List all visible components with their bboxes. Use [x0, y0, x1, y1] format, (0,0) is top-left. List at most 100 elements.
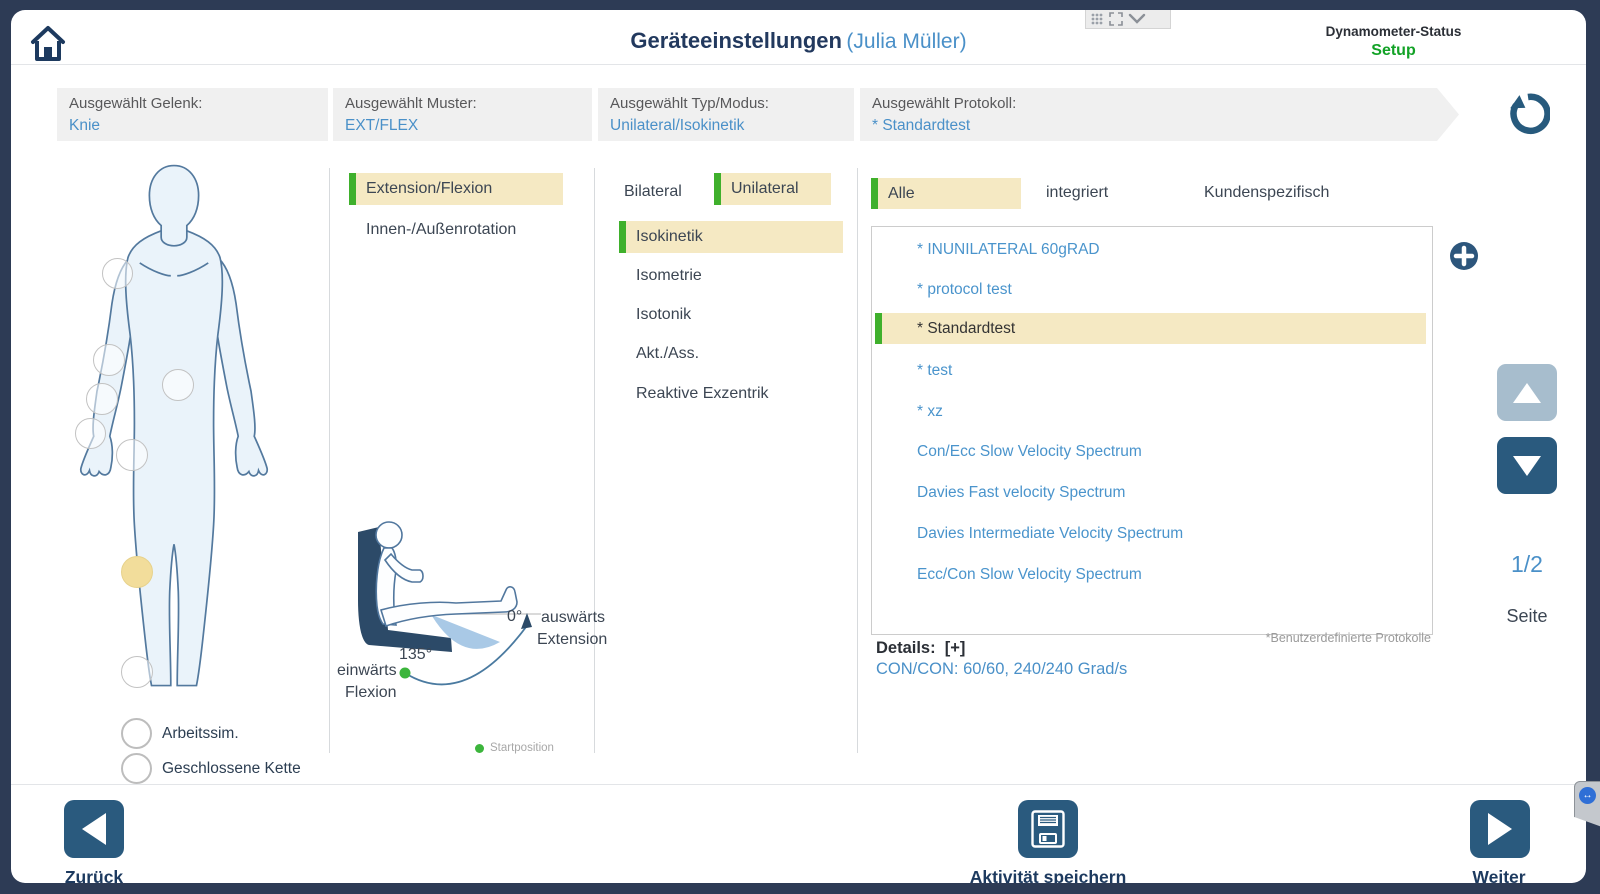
status-value: Setup — [1371, 42, 1416, 59]
protocol-item[interactable]: Davies Fast velocity Spectrum — [917, 484, 1126, 501]
protocol-item[interactable]: * xz — [917, 403, 943, 420]
arrow-up-icon — [1513, 382, 1541, 403]
footer-divider — [11, 784, 1586, 785]
startposition-legend: Startposition — [475, 742, 554, 754]
joint-elbow[interactable] — [93, 344, 125, 376]
protocol-item[interactable]: Ecc/Con Slow Velocity Spectrum — [917, 566, 1142, 583]
back-button-label: Zurück — [64, 867, 124, 883]
protocol-tab-integriert[interactable]: integriert — [1046, 184, 1109, 201]
protocol-item[interactable]: * test — [917, 362, 953, 379]
startposition-label: Startposition — [490, 742, 554, 754]
mode-isokinetik-label: Isokinetik — [636, 228, 703, 245]
pattern-extension-flexion-label: Extension/Flexion — [366, 180, 493, 197]
main-panel: Geräteeinstellungen (Julia Müller) Dynam… — [11, 10, 1586, 883]
joint-knee-selected[interactable] — [121, 556, 153, 588]
protocol-item-selected[interactable]: * Standardtest — [875, 313, 1426, 344]
details-label: Details: — [876, 639, 936, 657]
protocol-item[interactable]: Davies Intermediate Velocity Spectrum — [917, 525, 1184, 542]
radio-icon — [121, 753, 152, 784]
selected-marker — [871, 178, 878, 209]
tab-unilateral-label: Unilateral — [731, 180, 799, 197]
mode-isotonik[interactable]: Isotonik — [636, 306, 692, 323]
divider — [329, 168, 330, 753]
selection-protocol-value: * Standardtest — [872, 117, 971, 134]
details-expand-toggle[interactable]: [+] — [944, 639, 966, 657]
selected-marker — [714, 173, 721, 205]
selection-protocol-label: Ausgewählt Protokoll: — [872, 95, 1017, 112]
next-button-label: Weiter — [1472, 867, 1526, 883]
expand-icon[interactable] — [1109, 12, 1123, 26]
back-button[interactable] — [64, 800, 124, 858]
home-icon — [31, 26, 65, 61]
joint-shoulder[interactable] — [102, 258, 133, 289]
startposition-dot-icon — [475, 743, 484, 753]
next-button[interactable] — [1470, 800, 1530, 858]
reset-button[interactable] — [1506, 92, 1551, 136]
page-indicator-label: Seite — [1506, 606, 1548, 626]
joint-trunk[interactable] — [162, 369, 194, 401]
details-value: CON/CON: 60/60, 240/240 Grad/s — [876, 660, 1128, 678]
details-row: Details: [+] — [876, 639, 965, 658]
diagram-start-angle: 135° — [399, 646, 433, 663]
selection-pattern-value: EXT/FLEX — [345, 117, 419, 134]
seat-position-diagram — [358, 521, 541, 686]
protocol-item[interactable]: * INUNILATERAL 60gRAD — [917, 241, 1100, 258]
radio-icon — [121, 718, 152, 749]
dynamometer-status: Dynamometer-Status Setup — [1306, 24, 1481, 60]
protocol-tab-alle-label: Alle — [888, 184, 915, 202]
joint-wrist[interactable] — [75, 418, 106, 449]
page-title-text: Geräteeinstellungen — [630, 28, 842, 53]
pattern-rotation[interactable]: Innen-/Außenrotation — [366, 221, 517, 238]
floating-toolbar — [1085, 10, 1171, 29]
scroll-down-button[interactable] — [1497, 437, 1557, 494]
save-activity-button[interactable] — [1018, 800, 1078, 858]
diagram-end-motion: Extension — [537, 631, 608, 648]
joint-ankle[interactable] — [121, 656, 153, 688]
protocol-item[interactable]: * protocol test — [917, 281, 1012, 298]
tab-unilateral[interactable]: Unilateral — [714, 173, 831, 205]
pattern-extension-flexion[interactable]: Extension/Flexion — [349, 173, 563, 205]
page-title: Geräteeinstellungen (Julia Müller) — [11, 28, 1586, 54]
custom-protocols-footnote: *Benutzerdefinierte Protokolle — [1265, 631, 1431, 645]
protocol-tab-kundenspezifisch[interactable]: Kundenspezifisch — [1204, 184, 1330, 201]
patient-name: (Julia Müller) — [846, 30, 967, 53]
mode-isokinetik[interactable]: Isokinetik — [619, 221, 843, 253]
protocol-item-selected-label: * Standardtest — [917, 319, 1016, 337]
header-divider — [11, 64, 1586, 65]
protocol-tab-alle[interactable]: Alle — [871, 178, 1021, 209]
mode-akt-ass[interactable]: Akt./Ass. — [636, 345, 700, 362]
grid-icon[interactable] — [1090, 12, 1104, 26]
diagram-end-angle: 0° — [507, 608, 523, 625]
protocol-list: * INUNILATERAL 60gRAD * protocol test * … — [871, 226, 1433, 635]
joint-hip[interactable] — [116, 439, 148, 471]
diagram-end-direction: auswärts — [541, 609, 606, 626]
arrow-right-icon — [1488, 813, 1512, 845]
page-indicator: 1/2 — [1511, 551, 1543, 577]
diagram-start-direction: einwärts — [337, 662, 397, 679]
reset-icon — [1510, 93, 1551, 134]
add-protocol-button[interactable] — [1449, 241, 1479, 271]
option-geschlossene-kette-label: Geschlossene Kette — [162, 759, 301, 777]
tab-bilateral[interactable]: Bilateral — [624, 183, 682, 200]
scroll-up-button[interactable] — [1497, 364, 1557, 421]
selection-joint-value: Knie — [69, 117, 101, 134]
selection-joint-label: Ausgewählt Gelenk: — [69, 95, 203, 112]
status-label: Dynamometer-Status — [1325, 24, 1462, 39]
selected-marker — [349, 173, 356, 205]
joint-forearm[interactable] — [86, 383, 118, 415]
plus-icon — [1450, 242, 1478, 270]
remote-access-widget[interactable]: ↔ — [1574, 781, 1600, 827]
save-floppy-icon — [1031, 810, 1065, 848]
mode-isometrie[interactable]: Isometrie — [636, 267, 702, 284]
home-button[interactable] — [29, 23, 67, 63]
selection-mode-label: Ausgewählt Typ/Modus: — [610, 95, 769, 112]
chevron-down-icon[interactable] — [1128, 13, 1146, 25]
option-geschlossene-kette[interactable]: Geschlossene Kette — [121, 753, 301, 784]
mode-reaktive-exzentrik[interactable]: Reaktive Exzentrik — [636, 385, 769, 402]
protocol-item[interactable]: Con/Ecc Slow Velocity Spectrum — [917, 443, 1142, 460]
arrow-left-icon — [82, 813, 106, 845]
selection-mode-value: Unilateral/Isokinetik — [610, 117, 745, 134]
selection-mode: Ausgewählt Typ/Modus: Unilateral/Isokine… — [598, 88, 854, 141]
option-arbeitssim[interactable]: Arbeitssim. — [121, 718, 239, 749]
